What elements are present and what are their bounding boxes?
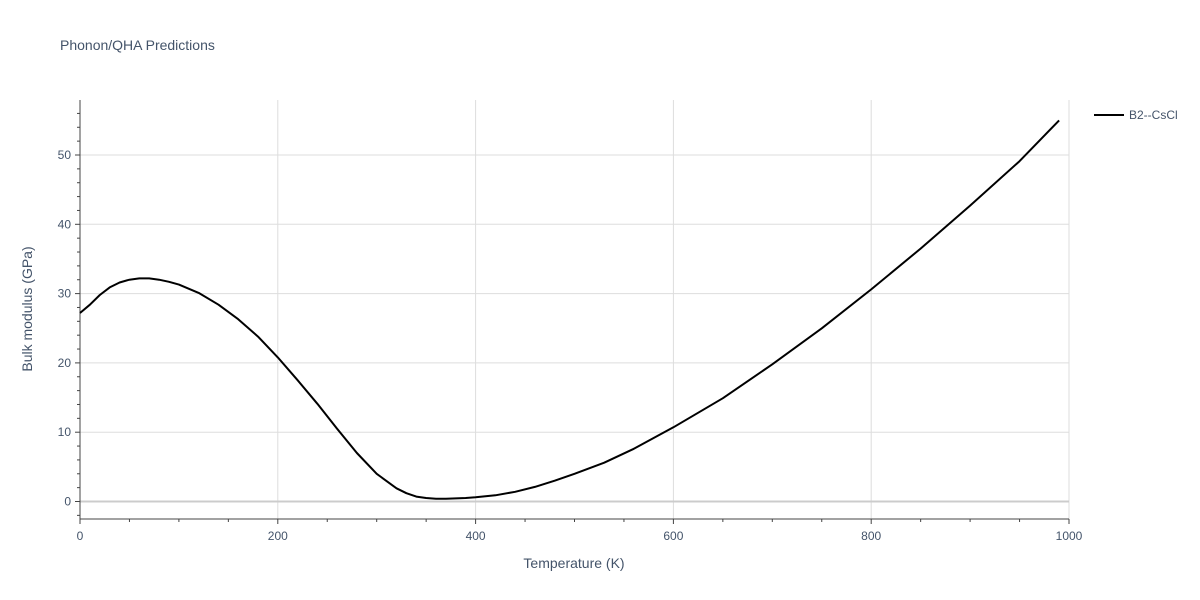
series-line[interactable] — [79, 119, 1060, 500]
x-tick-label: 0 — [77, 529, 84, 543]
x-tick-label: 800 — [861, 529, 881, 543]
y-tick-label: 10 — [58, 425, 72, 439]
y-tick-label: 50 — [58, 148, 72, 162]
y-axis-title: Bulk modulus (GPa) — [19, 246, 35, 371]
legend[interactable]: B2--CsCl — [1094, 108, 1178, 122]
x-tick-label: 200 — [268, 529, 288, 543]
x-axis-title: Temperature (K) — [523, 555, 624, 571]
chart-title: Phonon/QHA Predictions — [60, 37, 215, 53]
grid — [80, 100, 1070, 519]
x-tick-label: 600 — [663, 529, 683, 543]
y-tick-label: 20 — [58, 356, 72, 370]
axes: 0 200 400 600 800 1000 0 10 20 30 40 50 — [58, 100, 1083, 543]
y-tick-label: 0 — [64, 495, 71, 509]
y-tick-label: 40 — [58, 217, 72, 231]
x-tick-label: 400 — [466, 529, 486, 543]
plot-area — [79, 119, 1060, 500]
y-tick-label: 30 — [58, 287, 72, 301]
legend-label: B2--CsCl — [1129, 108, 1178, 122]
x-tick-label: 1000 — [1056, 529, 1083, 543]
